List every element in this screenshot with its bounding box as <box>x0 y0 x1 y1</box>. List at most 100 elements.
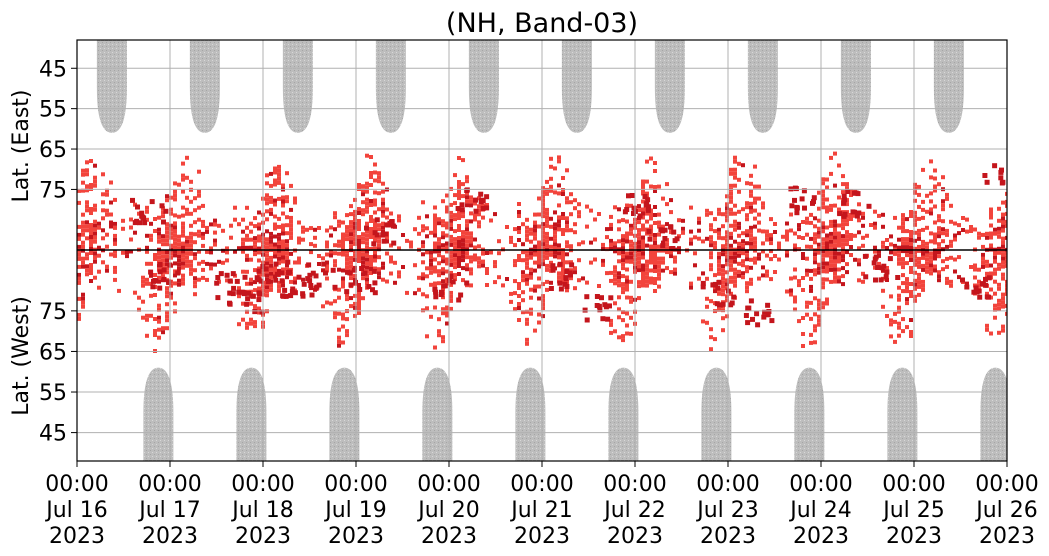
heat-cell-low <box>177 238 181 243</box>
heat-cell-low <box>385 235 389 240</box>
heat-cell-low <box>621 282 625 287</box>
heat-cell-low <box>205 277 209 282</box>
heat-cell-low <box>213 242 217 247</box>
heat-cell-low <box>893 215 897 220</box>
heat-cell-low <box>725 230 729 235</box>
heat-cell-low <box>765 253 769 258</box>
heat-cell-low <box>165 254 169 259</box>
heat-cell-low <box>453 229 457 234</box>
heat-cell-low <box>537 312 541 317</box>
heat-cell-low <box>873 265 877 270</box>
heat-cell-low <box>545 243 549 248</box>
heat-cell-low <box>789 276 793 281</box>
heat-cell-high <box>721 252 725 257</box>
heat-cell-high <box>280 293 286 299</box>
heat-cell-high <box>805 268 809 273</box>
heat-cell-low <box>353 217 357 222</box>
heat-cell-low <box>369 203 373 207</box>
heat-cell-low <box>885 266 889 270</box>
heat-cell-low <box>929 191 933 196</box>
heat-cell-low <box>537 196 541 201</box>
heat-cell-low <box>369 227 373 231</box>
heat-cell-low <box>433 257 437 262</box>
heat-cell-high <box>582 307 588 313</box>
heat-cell-low <box>453 245 457 250</box>
heat-cell-high <box>841 234 845 239</box>
heat-cell-low <box>241 301 245 306</box>
heat-cell-low <box>249 257 253 262</box>
heat-cell-high <box>599 295 604 301</box>
heat-cell-high <box>307 272 313 278</box>
heat-cell-low <box>433 345 437 350</box>
heat-cell-low <box>913 298 917 303</box>
heat-cell-low <box>845 186 849 191</box>
heat-cell-low <box>369 255 373 259</box>
heat-cell-low <box>549 176 553 181</box>
heat-cell-high <box>863 274 869 280</box>
heat-cell-low <box>77 256 81 261</box>
heat-cell-low <box>749 181 753 186</box>
heat-cell-low <box>177 182 181 187</box>
heat-cell-low <box>813 236 817 241</box>
heat-cell-high <box>282 287 288 293</box>
heat-cell-low <box>613 329 617 334</box>
heat-cell-low <box>297 236 301 241</box>
heat-cell-low <box>365 281 369 286</box>
heat-cell-low <box>457 156 461 160</box>
heat-cell-low <box>333 243 337 248</box>
heat-cell-high <box>130 197 135 203</box>
heat-cell-high <box>833 251 837 256</box>
heat-cell-low <box>453 273 457 278</box>
heat-cell-low <box>617 239 621 244</box>
heat-cell-low <box>813 312 817 317</box>
heat-cell-low <box>865 233 869 238</box>
heat-cell-high <box>323 270 328 276</box>
heat-cell-low <box>373 162 377 167</box>
heat-cell-low <box>705 304 709 309</box>
heat-cell-high <box>370 287 375 293</box>
heat-cell-low <box>325 264 329 269</box>
heat-cell-high <box>600 316 606 322</box>
heat-cell-high <box>553 226 557 231</box>
heat-cell-low <box>657 264 661 269</box>
heat-cell-low <box>541 226 545 231</box>
heat-cell-high <box>721 264 725 269</box>
heat-cell-low <box>665 242 669 247</box>
heat-cell-high <box>669 254 673 259</box>
heat-cell-low <box>749 237 753 242</box>
heat-cell-high <box>283 293 289 299</box>
heat-cell-low <box>721 308 725 313</box>
heat-cell-low <box>929 207 933 212</box>
heat-cell-low <box>349 212 353 217</box>
heat-cell-high <box>953 269 957 274</box>
heat-cell-low <box>773 270 777 274</box>
heat-cell-low <box>833 259 837 264</box>
heat-cell-low <box>993 315 997 320</box>
heat-cell-low <box>77 264 81 269</box>
heat-cell-low <box>609 242 613 247</box>
heat-cell-low <box>897 309 901 314</box>
heat-cell-low <box>909 266 913 270</box>
heat-cell-high <box>837 251 841 256</box>
heat-cell-high <box>169 223 173 228</box>
heat-cell-low <box>753 216 757 221</box>
heat-cell-low <box>161 250 165 255</box>
heat-cell-low <box>725 270 729 275</box>
heat-cell-low <box>1001 264 1005 269</box>
heat-cell-high <box>230 291 236 297</box>
heat-cell-low <box>841 182 845 187</box>
heat-cell-high <box>609 246 613 251</box>
heat-cell-high <box>833 223 837 228</box>
heat-cell-low <box>517 258 521 262</box>
heat-cell-low <box>737 241 741 246</box>
heat-cell-low <box>77 252 81 257</box>
heat-cell-low <box>293 196 297 201</box>
heat-cell-high <box>909 238 913 242</box>
heat-cell-low <box>817 322 821 327</box>
heat-cell-high <box>665 222 669 227</box>
heat-cell-high <box>821 225 825 230</box>
heat-cell-low <box>145 261 149 266</box>
heat-cell-low <box>369 235 373 239</box>
heat-cell-low <box>85 168 89 173</box>
heat-cell-low <box>645 219 649 224</box>
